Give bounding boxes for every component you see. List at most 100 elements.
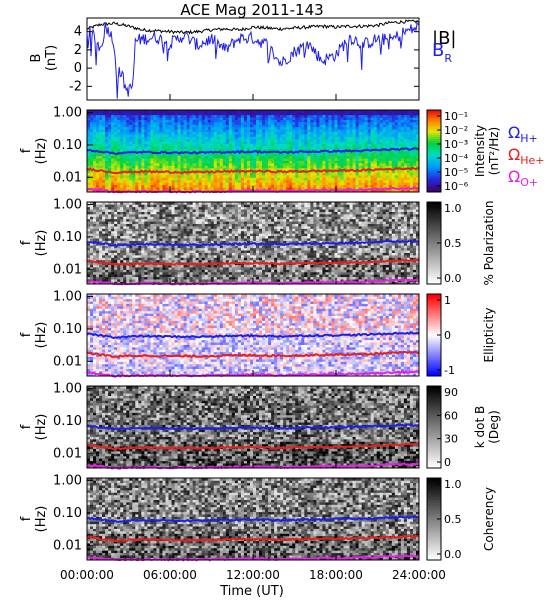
- he-plus-gyro-line: [86, 166, 420, 175]
- time-tick-label: 06:00:00: [143, 568, 197, 582]
- freq-ylabel: f: [19, 240, 34, 245]
- b-r-line: [86, 22, 420, 99]
- time-tick-label: 12:00:00: [226, 568, 280, 582]
- legend-b-total: |B|: [432, 28, 456, 49]
- h-plus-gyro-line: [86, 515, 420, 523]
- gyro-legend-entry: ΩH+: [508, 123, 538, 145]
- colorbar-label: k dot B: [473, 406, 487, 448]
- colorbar-tick-label: 10⁻⁵: [444, 166, 468, 179]
- gyro-legend-ion: He+: [520, 154, 544, 167]
- colorbar: 1 0 -1 Ellipticity: [426, 293, 496, 377]
- b-field-ylabel-unit: (nT): [44, 45, 59, 71]
- legend-b-r: BR: [432, 40, 452, 65]
- colorbar: 90 60 30 0 k dot B (Deg): [426, 385, 501, 469]
- ellipticity-panel: 1.00 0.10 0.01 f (Hz) 1 0 -1 Ellipticity: [19, 290, 496, 378]
- colorbar-tick-label: 0.5: [444, 237, 462, 250]
- he-plus-gyro-line: [86, 350, 420, 359]
- he-plus-gyro-line: [86, 442, 420, 451]
- colorbar-tick-label: 1.0: [444, 478, 462, 491]
- freq-tick-label: 0.01: [53, 538, 82, 553]
- gyro-legend-omega: Ω: [508, 145, 520, 164]
- b-field-y-ticks: -2 0 2 4: [69, 25, 419, 94]
- b-total-line: [86, 19, 420, 35]
- colorbar: 1.0 0.5 0.0 Coherency: [426, 477, 496, 561]
- time-tick-label: 24:00:00: [392, 568, 446, 582]
- b-ytick-label: 0: [74, 61, 82, 76]
- figure-title: ACE Mag 2011-143: [180, 1, 323, 19]
- colorbar-unit: (Deg): [487, 410, 501, 444]
- spectrogram-cells: [87, 294, 420, 377]
- freq-tick-label: 1.00: [53, 290, 82, 305]
- colorbar-tick-label: 10⁻²: [444, 124, 468, 137]
- colorbar-label: % Polarization: [482, 201, 496, 286]
- freq-tick-label: 0.01: [53, 354, 82, 369]
- gyro-legend-omega: Ω: [508, 123, 520, 142]
- colorbar-tick-label: 10⁻⁶: [444, 180, 469, 193]
- time-axis-ticks: 00:00:00 06:00:00 12:00:00 18:00:00 24:00:00: [60, 94, 446, 582]
- freq-ylabel-unit: (Hz): [34, 230, 49, 257]
- colorbar-tick-label: 1: [444, 294, 451, 307]
- colorbar-label: Coherency: [482, 487, 496, 551]
- freq-ylabel-unit: (Hz): [34, 506, 49, 533]
- legend-b-r-main: B: [432, 40, 444, 61]
- colorbar-tick-label: 0.5: [444, 513, 462, 526]
- time-tick-label: 18:00:00: [309, 568, 363, 582]
- freq-ylabel: f: [19, 424, 34, 429]
- polarization-panel: 1.00 0.10 0.01 f (Hz) 1.0 0.5 0.0 % Polarization: [19, 198, 496, 286]
- freq-ylabel: f: [19, 516, 34, 521]
- freq-ylabel-unit: (Hz): [34, 414, 49, 441]
- freq-tick-label: 1.00: [53, 474, 82, 489]
- colorbar-tick-label: 10⁻⁴: [444, 152, 469, 165]
- colorbar-label: Ellipticity: [482, 308, 496, 363]
- freq-tick-label: 0.10: [53, 322, 82, 337]
- freq-tick-label: 0.10: [53, 138, 82, 153]
- colorbar: 1.0 0.5 0.0 % Polarization: [426, 201, 496, 286]
- he-plus-gyro-line: [86, 258, 420, 267]
- b-field-ylabel: B: [29, 54, 44, 63]
- h-plus-gyro-line: [86, 331, 420, 340]
- colorbar: 10⁻¹10⁻²10⁻³10⁻⁴10⁻⁵10⁻⁶ Intensity (nT²/Hz…: [426, 109, 501, 193]
- colorbar-tick-label: 0.0: [444, 548, 462, 561]
- colorbar-tick-label: 30: [444, 433, 458, 446]
- freq-tick-label: 0.01: [53, 170, 82, 185]
- colorbar-frame: [426, 385, 442, 469]
- gyro-legend-omega: Ω: [508, 167, 520, 186]
- colorbar-tick-label: 60: [444, 409, 458, 422]
- colorbar-tick-label: 90: [444, 386, 458, 399]
- freq-ylabel-unit: (Hz): [34, 138, 49, 165]
- colorbar-tick-label: 0: [444, 329, 451, 342]
- colorbar-tick-label: 0.0: [444, 272, 462, 285]
- colorbar-tick-label: 10⁻³: [444, 138, 468, 151]
- freq-tick-label: 0.10: [53, 506, 82, 521]
- b-ytick-label: 2: [74, 43, 82, 58]
- h-plus-gyro-line: [86, 423, 420, 431]
- colorbar-label: Intensity: [473, 125, 487, 177]
- gyro-legend-entry: ΩHe+: [508, 145, 545, 167]
- freq-ylabel: f: [19, 332, 34, 337]
- b-field-plot-frame: [86, 17, 420, 101]
- h-plus-gyro-line: [86, 239, 420, 248]
- gyro-legend-ion: H+: [520, 132, 538, 145]
- freq-tick-label: 1.00: [53, 198, 82, 213]
- time-axis-label: Time (UT): [219, 584, 284, 599]
- b-ytick-label: -2: [69, 79, 82, 94]
- freq-ylabel: f: [19, 148, 34, 153]
- gyro-legend-entry: ΩO+: [508, 167, 538, 189]
- colorbar-tick-label: -1: [444, 364, 455, 377]
- gyro-legend-ion: O+: [520, 176, 538, 189]
- freq-ylabel-unit: (Hz): [34, 322, 49, 349]
- intensity-panel: 1.00 0.10 0.01 f (Hz) 10⁻¹10⁻²10⁻³10⁻⁴10⁻⁵10⁻…: [19, 106, 501, 194]
- k-dot-b-panel: 1.00 0.10 0.01 f (Hz) 90 60 30 0 k dot B (Deg): [19, 382, 501, 470]
- colorbar-tick-label: 1.0: [444, 202, 462, 215]
- time-tick-label: 00:00:00: [60, 568, 114, 582]
- freq-tick-label: 0.01: [53, 262, 82, 277]
- h-plus-gyro-line: [86, 147, 420, 156]
- freq-tick-label: 0.10: [53, 414, 82, 429]
- colorbar-frame: [426, 109, 442, 193]
- freq-tick-label: 1.00: [53, 106, 82, 121]
- b-ytick-label: 4: [74, 25, 82, 40]
- legend-b-r-sub: R: [444, 52, 452, 65]
- coherency-panel: 1.00 0.10 0.01 f (Hz) 1.0 0.5 0.0 Coherency: [19, 474, 496, 562]
